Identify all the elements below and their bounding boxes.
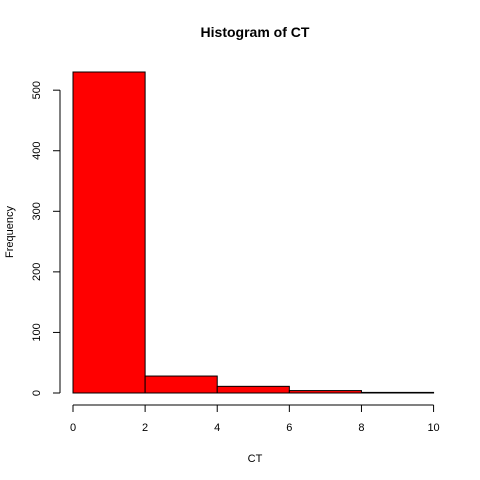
x-axis-label: CT <box>248 453 263 465</box>
histogram-bar <box>216 385 290 394</box>
histogram-bar <box>288 390 362 394</box>
y-axis: 0 100 200 300 400 500 <box>31 81 61 396</box>
x-tick-label: 6 <box>286 422 292 434</box>
y-tick-label: 100 <box>31 323 43 341</box>
x-tick-label: 8 <box>358 422 364 434</box>
y-tick-label: 400 <box>31 142 43 160</box>
y-tick-label: 500 <box>31 81 43 99</box>
x-axis: 0 2 4 6 8 10 <box>70 404 440 434</box>
y-tick-label: 300 <box>31 202 43 220</box>
bars-group <box>72 71 435 394</box>
x-tick-label: 2 <box>142 422 148 434</box>
x-tick-label: 0 <box>70 422 76 434</box>
histogram-bar <box>360 391 435 394</box>
y-tick-label: 0 <box>31 390 43 396</box>
histogram-bar <box>144 375 218 394</box>
y-tick-label: 200 <box>31 263 43 281</box>
histogram-bar <box>72 71 146 394</box>
y-axis-label: Frequency <box>4 206 16 258</box>
chart-title: Histogram of CT <box>201 24 310 40</box>
x-tick-label: 4 <box>214 422 220 434</box>
x-tick-label: 10 <box>427 422 439 434</box>
